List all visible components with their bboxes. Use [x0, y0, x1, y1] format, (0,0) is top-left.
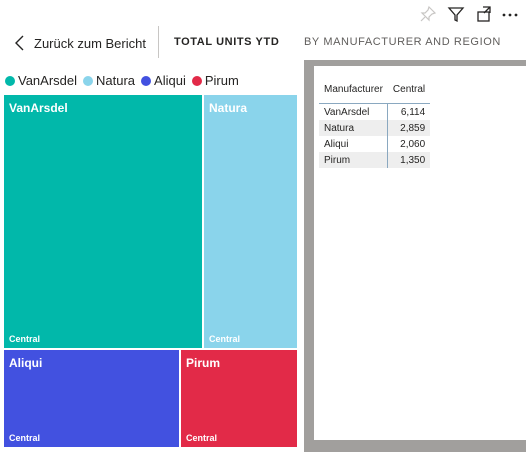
more-options-icon[interactable]: [500, 4, 520, 24]
legend-marker: [5, 75, 15, 86]
data-table-container: Manufacturer Central VanArsdel 6,114 Nat…: [314, 66, 526, 440]
table-cell-value: 2,060: [387, 136, 431, 152]
chart-legend: VanArsdel Natura Aliqui Pirum: [5, 73, 245, 88]
legend-label: Pirum: [204, 73, 239, 88]
table-row: Natura 2,859: [319, 120, 431, 136]
table-cell-value: 2,859: [387, 120, 431, 136]
tile-label: VanArsdel: [9, 101, 68, 115]
treemap-tile-aliqui[interactable]: Aliqui Central: [4, 350, 179, 447]
data-table: Manufacturer Central VanArsdel 6,114 Nat…: [319, 80, 431, 168]
legend-label: Natura: [96, 73, 136, 88]
table-row: Aliqui 2,060: [319, 136, 431, 152]
tile-label: Natura: [209, 101, 248, 115]
legend-marker: [141, 75, 152, 86]
column-header-central[interactable]: Central: [392, 84, 426, 95]
table-row: Pirum 1,350: [319, 152, 431, 168]
tile-region-label: Central: [209, 334, 241, 344]
legend-label: Aliqui: [154, 73, 186, 88]
back-to-report-label: Zurück zum Bericht: [34, 35, 146, 51]
legend-label: VanArsdel: [18, 73, 78, 88]
header-divider: [158, 26, 159, 58]
tile-region-label: Central: [186, 433, 218, 443]
data-table-panel: Manufacturer Central VanArsdel 6,114 Nat…: [304, 60, 526, 452]
header-bar: Zurück zum Bericht TOTAL UNITS YTD BY MA…: [0, 26, 526, 60]
table-cell-manufacturer: Aliqui: [324, 138, 349, 150]
legend-item-natura[interactable]: Natura: [83, 73, 135, 88]
chart-title: TOTAL UNITS YTD: [174, 36, 280, 48]
chevron-left-icon: [15, 35, 24, 51]
table-cell-value: 1,350: [387, 152, 431, 168]
tile-region-label: Central: [9, 433, 41, 443]
legend-item-vanarsdel[interactable]: VanArsdel: [5, 73, 77, 88]
table-cell-manufacturer: Natura: [319, 120, 388, 136]
tile-region-label: Central: [9, 334, 41, 344]
tile-label: Aliqui: [9, 356, 43, 370]
legend-item-pirum[interactable]: Pirum: [191, 73, 239, 88]
focus-mode-icon[interactable]: [474, 4, 494, 24]
pin-icon[interactable]: [418, 4, 438, 24]
legend-marker: [83, 75, 94, 86]
table-row: VanArsdel 6,114: [319, 103, 431, 120]
back-to-report-button[interactable]: Zurück zum Bericht: [14, 32, 146, 54]
chart-subtitle: BY MANUFACTURER AND REGION: [304, 36, 501, 48]
tile-label: Pirum: [186, 356, 221, 370]
legend-marker: [191, 75, 202, 86]
treemap-tile-pirum[interactable]: Pirum Central: [181, 350, 297, 447]
table-cell-value: 6,114: [387, 103, 431, 120]
legend-item-aliqui[interactable]: Aliqui: [141, 73, 186, 88]
column-header-manufacturer[interactable]: Manufacturer: [324, 84, 383, 95]
table-cell-manufacturer: VanArsdel: [319, 103, 388, 120]
treemap-tile-vanarsdel[interactable]: VanArsdel Central: [4, 95, 202, 348]
filter-icon[interactable]: [446, 4, 466, 24]
table-cell-manufacturer: Pirum: [319, 152, 388, 168]
treemap-tile-natura[interactable]: Natura Central: [204, 95, 297, 348]
